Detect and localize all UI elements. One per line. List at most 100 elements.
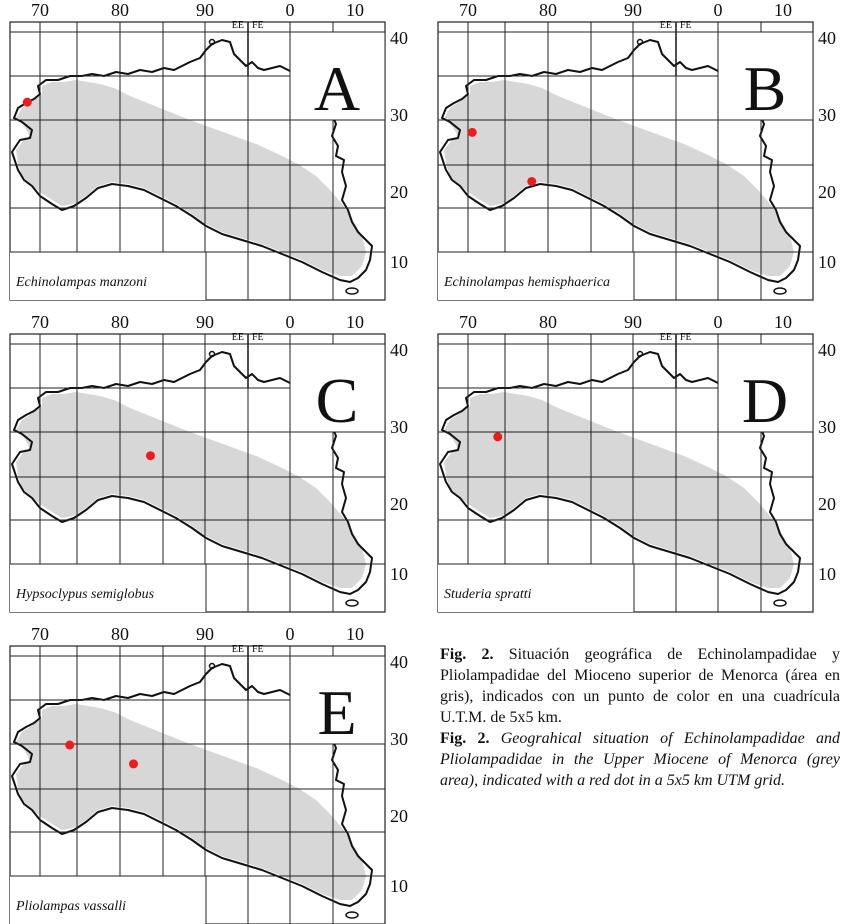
- x-tick-label: 0: [286, 0, 295, 20]
- y-tick-label: 20: [390, 494, 408, 514]
- species-label-bg: [438, 564, 634, 612]
- islet: [208, 350, 216, 358]
- x-tick-label: 10: [346, 312, 364, 332]
- occurrence-dot: [493, 432, 503, 442]
- x-tick-label: 70: [31, 624, 49, 644]
- map-svg: 70 80 90 0 10 40 30 20 10 EE FE C Hypsoclypus semigl…: [9, 312, 408, 613]
- figure-caption: Fig. 2. Situación geográfica de Echinola…: [440, 644, 840, 791]
- islet: [773, 599, 787, 607]
- species-label-bg: [438, 252, 634, 300]
- miocene-area: [16, 80, 366, 276]
- x-tick-label: 70: [459, 312, 477, 332]
- islet: [636, 38, 644, 46]
- zone-label-ee: EE: [660, 332, 672, 343]
- y-tick-label: 30: [390, 417, 408, 437]
- occurrence-dot: [129, 759, 138, 769]
- x-tick-label: 70: [31, 0, 49, 20]
- zone-label-fe: FE: [680, 332, 692, 343]
- map-panel-c: 70 80 90 0 10 40 30 20 10 EE FE C Hypsoclypus semigl…: [0, 312, 408, 613]
- map-svg: 70 80 90 0 10 40 30 20 10 EE FE B Echinolampas hemis…: [437, 0, 836, 301]
- islet: [208, 662, 216, 670]
- occurrence-dot: [146, 451, 155, 461]
- y-tick-label: 20: [818, 182, 836, 202]
- caption-es-label: Fig. 2.: [440, 646, 494, 663]
- panel-letter-box: [289, 31, 386, 121]
- y-tick-label: 40: [390, 28, 408, 48]
- zone-label-ee: EE: [232, 332, 244, 343]
- species-label-bg: [10, 564, 206, 612]
- zone-label-ee: EE: [232, 644, 244, 655]
- caption-es-text: Situación geográfica de Echinolampadidae…: [440, 646, 841, 726]
- islet: [345, 599, 359, 607]
- y-tick-label: 20: [390, 182, 408, 202]
- zone-label-fe: FE: [252, 332, 264, 343]
- x-tick-label: 0: [286, 624, 295, 644]
- map-svg: 70 80 90 0 10 40 30 20 10 EE FE E Pliolampas vassall…: [9, 624, 408, 924]
- y-tick-label: 40: [818, 340, 836, 360]
- x-tick-label: 80: [111, 312, 129, 332]
- x-tick-label: 70: [31, 312, 49, 332]
- y-tick-label: 30: [390, 105, 408, 125]
- species-label-bg: [10, 252, 206, 300]
- x-tick-label: 80: [539, 0, 557, 20]
- x-tick-label: 90: [624, 0, 642, 20]
- species-name: Echinolampas manzoni: [15, 275, 147, 290]
- miocene-area: [444, 392, 794, 588]
- y-tick-label: 30: [818, 417, 836, 437]
- x-tick-label: 0: [714, 312, 723, 332]
- y-tick-label: 30: [390, 729, 408, 749]
- y-tick-label: 40: [390, 652, 408, 672]
- x-tick-label: 90: [624, 312, 642, 332]
- islet: [636, 350, 644, 358]
- map-panel-a: 70 80 90 0 10 40 30 20 10 EE FE A Echinolampas manzo…: [0, 0, 408, 301]
- x-tick-label: 0: [286, 312, 295, 332]
- panel-letter-box: [289, 343, 386, 433]
- zone-label-ee: EE: [232, 20, 244, 31]
- islet: [208, 38, 216, 46]
- panel-letter-box: [717, 31, 814, 121]
- islet: [345, 911, 359, 919]
- panel-letter: B: [744, 53, 787, 124]
- islet: [773, 287, 787, 295]
- y-tick-label: 10: [390, 252, 408, 272]
- occurrence-dot: [467, 127, 477, 137]
- miocene-area: [444, 80, 794, 276]
- panel-letter-box: [289, 655, 386, 745]
- caption-en-label: Fig. 2.: [440, 730, 490, 747]
- y-tick-label: 40: [818, 28, 836, 48]
- map-panel-b: 70 80 90 0 10 40 30 20 10 EE FE B Echinolampas hemis…: [428, 0, 836, 301]
- caption-english: Fig. 2. Geograhical situation of Echinol…: [440, 728, 840, 791]
- y-tick-label: 10: [390, 564, 408, 584]
- map-svg: 70 80 90 0 10 40 30 20 10 EE FE A Echinolampas manzo…: [9, 0, 408, 301]
- zone-label-fe: FE: [252, 20, 264, 31]
- panel-letter-box: [717, 343, 814, 433]
- miocene-area: [16, 704, 366, 900]
- panel-letter: D: [742, 365, 788, 436]
- y-tick-label: 10: [390, 876, 408, 896]
- map-svg: 70 80 90 0 10 40 30 20 10 EE FE D Studeria spratti: [437, 312, 836, 613]
- y-tick-label: 10: [818, 564, 836, 584]
- x-tick-label: 90: [196, 624, 214, 644]
- zone-label-fe: FE: [252, 644, 264, 655]
- x-tick-label: 0: [714, 0, 723, 20]
- panel-letter: A: [314, 53, 360, 124]
- y-tick-label: 30: [818, 105, 836, 125]
- x-tick-label: 80: [111, 624, 129, 644]
- caption-en-text: Geograhical situation of Echinolampadida…: [440, 730, 840, 789]
- x-tick-label: 90: [196, 0, 214, 20]
- x-tick-label: 10: [346, 624, 364, 644]
- caption-spanish: Fig. 2. Situación geográfica de Echinola…: [440, 644, 840, 728]
- y-tick-label: 20: [390, 806, 408, 826]
- species-name: Studeria spratti: [444, 587, 532, 602]
- islet: [345, 287, 359, 295]
- panel-letter: E: [317, 677, 356, 748]
- species-name: Echinolampas hemisphaerica: [443, 275, 610, 290]
- species-name: Pliolampas vassalli: [15, 899, 126, 914]
- x-tick-label: 70: [459, 0, 477, 20]
- occurrence-dot: [22, 97, 32, 107]
- x-tick-label: 80: [539, 312, 557, 332]
- y-tick-label: 10: [818, 252, 836, 272]
- zone-label-fe: FE: [680, 20, 692, 31]
- x-tick-label: 10: [346, 0, 364, 20]
- y-tick-label: 20: [818, 494, 836, 514]
